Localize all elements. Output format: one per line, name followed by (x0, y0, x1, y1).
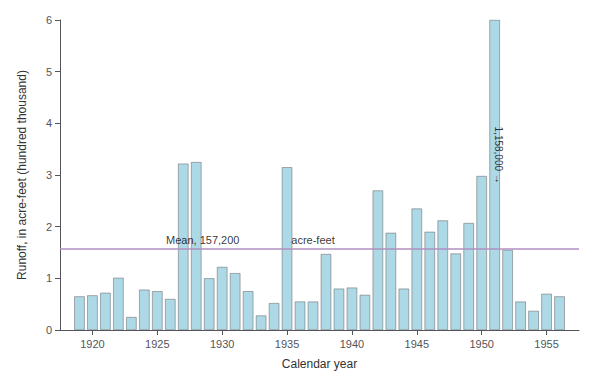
svg-text:3: 3 (46, 169, 52, 181)
svg-text:1935: 1935 (275, 338, 299, 350)
svg-text:4: 4 (46, 117, 52, 129)
svg-text:1925: 1925 (145, 338, 169, 350)
svg-text:Calendar year: Calendar year (282, 357, 357, 371)
svg-text:5: 5 (46, 66, 52, 78)
svg-text:acre-feet: acre-feet (291, 234, 334, 246)
svg-text:0: 0 (46, 324, 52, 336)
svg-text:1920: 1920 (80, 338, 104, 350)
svg-text:1,158,000 →: 1,158,000 → (493, 127, 504, 184)
svg-text:2: 2 (46, 221, 52, 233)
svg-text:1945: 1945 (405, 338, 429, 350)
svg-text:1950: 1950 (469, 338, 493, 350)
svg-text:1940: 1940 (340, 338, 364, 350)
svg-text:6: 6 (46, 14, 52, 26)
svg-text:1: 1 (46, 272, 52, 284)
svg-text:Runoff, in acre-feet (hundred: Runoff, in acre-feet (hundred thousand) (15, 70, 29, 280)
svg-text:Mean, 157,200: Mean, 157,200 (166, 234, 239, 246)
svg-text:1955: 1955 (534, 338, 558, 350)
svg-text:1930: 1930 (210, 338, 234, 350)
